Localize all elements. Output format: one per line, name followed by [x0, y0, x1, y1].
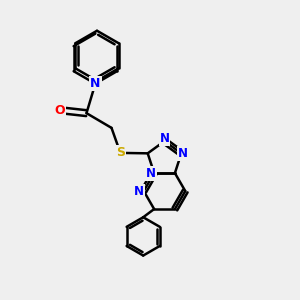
Text: S: S — [116, 146, 125, 159]
Text: N: N — [160, 132, 170, 145]
Text: N: N — [134, 184, 144, 198]
Text: O: O — [55, 104, 65, 117]
Text: N: N — [178, 147, 188, 160]
Text: N: N — [90, 77, 101, 90]
Text: N: N — [146, 167, 156, 180]
